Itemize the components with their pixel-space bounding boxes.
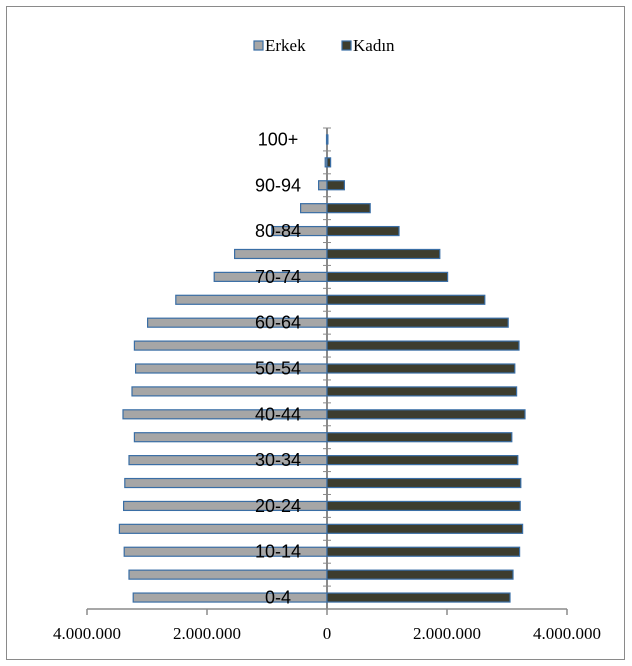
bar-kadin-55-59 (326, 340, 520, 351)
x-tick-label: 2.000.000 (413, 624, 481, 643)
bar-kadin-35-39 (326, 432, 513, 443)
legend-label-Kadın: Kadın (353, 36, 395, 55)
x-tick-label: 0 (323, 624, 332, 643)
bar-kadin-15-19 (326, 523, 524, 534)
y-tick-label: 100+ (258, 129, 299, 149)
bar-erkek-90-94 (318, 180, 328, 191)
bar-erkek-85-89 (300, 203, 328, 214)
bar-erkek-25-29 (124, 477, 328, 489)
legend-swatch-Erkek (253, 40, 264, 51)
bar-kadin-20-24 (326, 500, 521, 512)
bar-erkek-5-9 (128, 569, 328, 580)
bar-kadin-50-54 (326, 363, 516, 374)
bar-kadin-40-44 (326, 409, 526, 420)
bar-erkek-45-49 (131, 386, 328, 397)
bar-erkek-55-59 (133, 340, 328, 351)
y-tick-label: 60-64 (255, 313, 301, 333)
bar-kadin-10-14 (326, 546, 521, 557)
x-tick-label: 4.000.000 (533, 624, 601, 643)
bar-erkek-75-79 (234, 248, 328, 260)
y-tick-label: 20-24 (255, 496, 301, 516)
y-tick-label: 90-94 (255, 175, 301, 195)
bar-kadin-85-89 (326, 203, 371, 214)
bar-kadin-25-29 (326, 477, 522, 489)
y-tick-label: 80-84 (255, 221, 301, 241)
legend-label-Erkek: Erkek (265, 36, 306, 55)
bar-kadin-5-9 (326, 569, 514, 580)
bar-erkek-65-69 (175, 294, 328, 305)
legend-swatch-Kadın (341, 40, 352, 51)
bar-kadin-75-79 (326, 248, 441, 260)
bar-kadin-45-49 (326, 386, 518, 397)
y-tick-label: 40-44 (255, 404, 301, 424)
bar-kadin-30-34 (326, 455, 519, 466)
bar-kadin-0-4 (326, 592, 511, 603)
x-tick-label: 4.000.000 (53, 624, 121, 643)
y-tick-label: 30-34 (255, 450, 301, 470)
bar-kadin-70-74 (326, 271, 449, 282)
y-tick-label: 0-4 (265, 588, 291, 608)
bar-erkek-15-19 (118, 523, 328, 534)
bar-kadin-65-69 (326, 294, 486, 305)
bar-erkek-35-39 (133, 432, 328, 443)
x-tick-label: 2.000.000 (173, 624, 241, 643)
bar-kadin-60-64 (326, 317, 509, 328)
bar-kadin-80-84 (326, 225, 400, 237)
bar-kadin-95-99 (326, 157, 332, 168)
y-tick-label: 50-54 (255, 359, 301, 379)
bar-kadin-100+ (326, 134, 329, 145)
bar-kadin-90-94 (326, 180, 345, 191)
y-tick-label: 10-14 (255, 542, 301, 562)
y-tick-label: 70-74 (255, 267, 301, 287)
bar-erkek-0-4 (132, 592, 328, 603)
